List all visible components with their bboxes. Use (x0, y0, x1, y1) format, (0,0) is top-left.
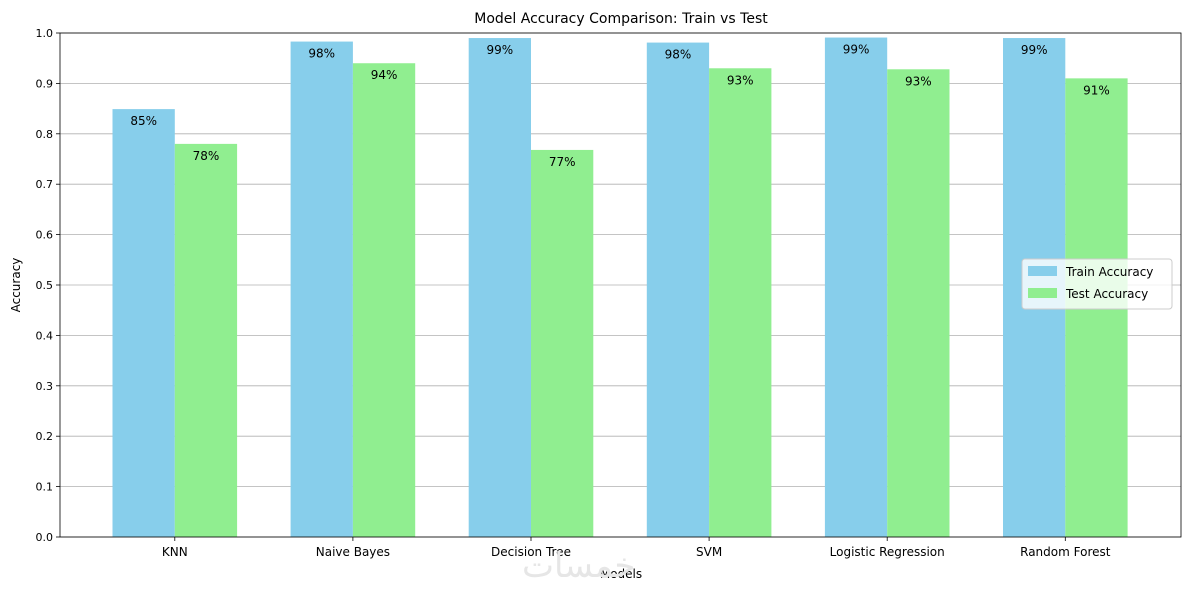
plot-frame (59, 32, 1182, 538)
legend: Train Accuracy Test Accuracy (1021, 258, 1173, 310)
chart-title: Model Accuracy Comparison: Train vs Test (474, 11, 768, 27)
bar-label-test-0: 78% (193, 149, 220, 163)
bar-label-test-2: 77% (549, 155, 576, 169)
x-tick-label: Random Forest (1020, 545, 1111, 559)
watermark-logo: خمسات (522, 546, 636, 586)
bar-train-2 (468, 38, 531, 537)
x-tick-label: Logistic Regression (830, 545, 945, 559)
bar-label-train-5: 99% (1021, 43, 1048, 57)
bar-label-train-1: 98% (308, 47, 335, 61)
bar-label-train-2: 99% (487, 43, 514, 57)
bar-label-test-4: 93% (905, 74, 932, 88)
bar-value-labels: 85% 78% 98% 94% 99% 77% 98% 93% 99% 93% 99% 91% (130, 43, 1109, 169)
bar-train-3 (646, 42, 710, 538)
x-tick-label: KNN (162, 545, 188, 559)
bar-train-0 (112, 109, 175, 537)
x-tick-label: SVM (696, 545, 722, 559)
bar-test-1 (352, 63, 416, 538)
legend-label-train: Train Accuracy (1065, 265, 1153, 279)
bar-label-test-3: 93% (727, 73, 754, 87)
legend-swatch-train (1028, 266, 1057, 276)
bars (112, 37, 1128, 538)
y-tick-label: 0.0 (36, 531, 54, 544)
bar-test-4 (887, 69, 950, 538)
bar-label-test-1: 94% (371, 68, 398, 82)
bar-test-2 (531, 149, 594, 538)
bar-label-train-3: 98% (665, 48, 692, 62)
legend-frame (1021, 258, 1173, 310)
x-tick-label: Decision Tree (491, 545, 571, 559)
y-axis-label: Accuracy (9, 258, 23, 313)
bar-test-3 (709, 68, 772, 537)
y-tick-label: 1.0 (36, 27, 54, 40)
legend-swatch-test (1028, 288, 1057, 298)
x-axis-label: Models (600, 567, 642, 581)
y-tick-label: 0.6 (36, 229, 54, 242)
x-tick-label: Naive Bayes (316, 545, 390, 559)
y-tick-label: 0.1 (36, 481, 54, 494)
bar-train-4 (824, 37, 888, 537)
bar-label-test-5: 91% (1083, 83, 1110, 97)
y-tick-label: 0.8 (36, 128, 54, 141)
bar-test-0 (174, 143, 238, 537)
axes: 0.0 0.1 0.2 0.3 0.4 0.5 0.6 0.7 0.8 0.9 1.0 KNN Naiv… (36, 27, 1182, 559)
bar-label-train-0: 85% (130, 114, 157, 128)
y-tick-label: 0.4 (36, 329, 54, 342)
y-tick-label: 0.5 (36, 279, 54, 292)
y-tick-label: 0.7 (36, 178, 54, 191)
bar-train-1 (290, 41, 353, 538)
y-tick-label: 0.9 (36, 77, 54, 90)
bar-label-train-4: 99% (843, 43, 870, 57)
y-tick-label: 0.3 (36, 380, 54, 393)
y-tick-label: 0.2 (36, 430, 54, 443)
legend-label-test: Test Accuracy (1065, 287, 1148, 301)
